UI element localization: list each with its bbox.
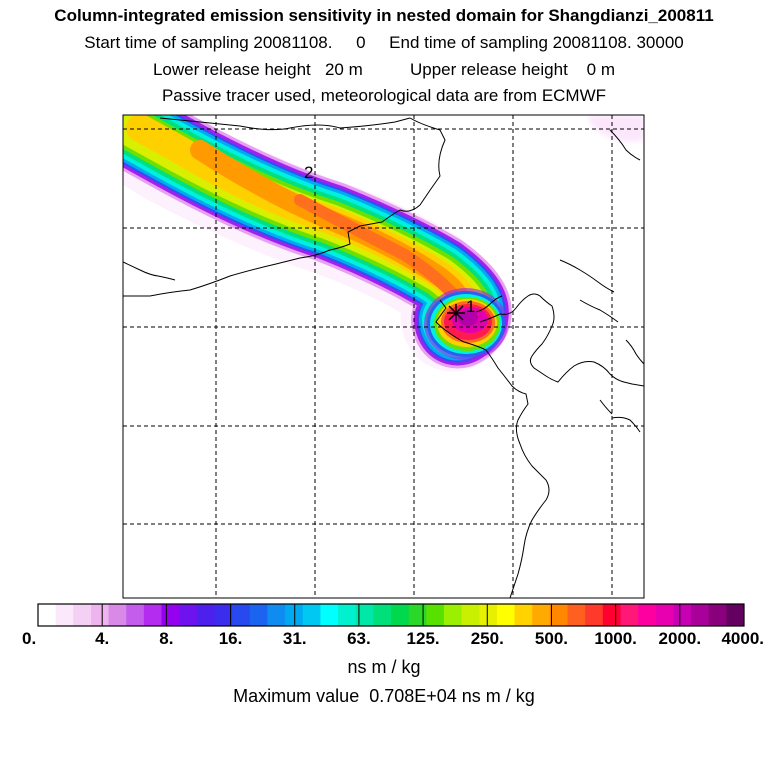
coastlines (123, 117, 644, 598)
colorbar-swatch (214, 604, 233, 626)
colorbar-swatch (355, 604, 374, 626)
colorbar-swatch (408, 604, 427, 626)
colorbar-swatch (267, 604, 286, 626)
tracer-info-line: Passive tracer used, meteorological data… (161, 86, 607, 105)
colorbar-tick-label: 8. (159, 629, 174, 648)
colorbar-swatch (673, 604, 692, 626)
colorbar-swatch (320, 604, 339, 626)
colorbar-swatch (38, 604, 57, 626)
colorbar-swatch (461, 604, 480, 626)
colorbar-swatch (620, 604, 639, 626)
colorbar-swatch (90, 604, 110, 626)
colorbar-swatch (638, 604, 657, 626)
colorbar-tick-label: 250. (470, 629, 504, 648)
colorbar-swatch (126, 604, 145, 626)
colorbar-swatch (73, 604, 92, 626)
page-title: Column-integrated emission sensitivity i… (54, 6, 714, 25)
colorbar-swatch (232, 604, 251, 626)
colorbar-swatch (179, 604, 198, 626)
colorbar-swatch (249, 604, 268, 626)
maximum-value: Maximum value 0.708E+04 ns m / kg (233, 686, 535, 706)
colorbar-swatch (108, 604, 127, 626)
colorbar-swatch (479, 604, 498, 626)
point-label-1: 1 (466, 297, 475, 316)
colorbar-units: ns m / kg (347, 657, 421, 677)
point-label-2: 2 (304, 163, 313, 182)
colorbar-swatch (496, 604, 516, 626)
colorbar-swatch (514, 604, 533, 626)
colorbar-tick-label: 31. (282, 629, 307, 648)
colorbar-border (37, 603, 745, 627)
release-height-line: Lower release height 20 m Upper release … (152, 60, 616, 79)
colorbar-swatch (285, 604, 304, 626)
colorbar-tick-label: 2000. (658, 629, 702, 648)
map-frame (122, 114, 645, 599)
colorbar-swatch (338, 604, 357, 626)
colorbar-tick-label: 63. (347, 629, 371, 648)
colorbar-tick-label: 0. (22, 629, 37, 648)
colorbar-swatch (585, 604, 604, 626)
colorbar-swatch (302, 604, 321, 626)
colorbar-tick-label: 4000. (721, 629, 764, 648)
colorbar-swatch (549, 604, 568, 626)
colorbar-swatch (143, 604, 163, 626)
colorbar-tick-label: 125. (406, 629, 440, 648)
lat-lon-grid (123, 115, 644, 598)
sampling-time-line: Start time of sampling 20081108. 0 End t… (84, 33, 684, 52)
colorbar-swatch (655, 604, 674, 626)
colorbar-swatch (567, 604, 586, 626)
colorbar-swatch (426, 604, 445, 626)
colorbar-tick-label: 4. (95, 629, 110, 648)
colorbar-swatch (391, 604, 410, 626)
colorbar-swatch (708, 604, 727, 626)
colorbar-tick-label: 1000. (594, 629, 637, 648)
asterisk-icon (447, 304, 465, 322)
colorbar-swatch (373, 604, 392, 626)
colorbar-swatch (196, 604, 215, 626)
colorbar-swatch (691, 604, 710, 626)
sensitivity-plume (123, 115, 644, 371)
colorbar-swatch (443, 604, 463, 626)
colorbar-tick-label: 500. (534, 629, 568, 648)
colorbar-swatch (55, 604, 74, 626)
colorbar-swatch (532, 604, 551, 626)
colorbar-swatch (602, 604, 621, 626)
colorbar-swatch (726, 604, 745, 626)
colorbar (37, 603, 745, 627)
colorbar-tick-label: 16. (218, 629, 243, 648)
colorbar-swatch (161, 604, 180, 626)
